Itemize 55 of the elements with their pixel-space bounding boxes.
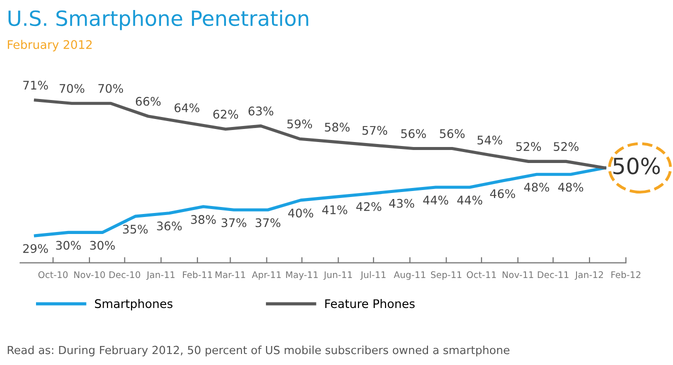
data-label: 29% bbox=[23, 244, 48, 253]
data-label: 44% bbox=[457, 196, 482, 205]
data-label: 42% bbox=[356, 202, 382, 212]
data-label: 46% bbox=[490, 189, 516, 198]
data-label: 59% bbox=[287, 119, 312, 128]
x-tick-label: May-11 bbox=[286, 271, 318, 280]
data-label: 41% bbox=[322, 205, 348, 214]
x-tick-label: Nov-11 bbox=[502, 271, 534, 278]
data-label: 38% bbox=[191, 215, 216, 224]
data-label: 64% bbox=[174, 103, 200, 112]
chart-subtitle: February 2012 bbox=[8, 40, 92, 52]
x-tick-label: Aug-11 bbox=[394, 271, 426, 280]
x-tick-label: Feb-12 bbox=[611, 271, 640, 278]
x-tick-label: Apr-11 bbox=[252, 271, 281, 280]
data-label: 62% bbox=[213, 110, 238, 119]
data-label: 37% bbox=[222, 218, 246, 228]
x-tick-label: Feb-11 bbox=[182, 271, 212, 278]
data-label: 66% bbox=[136, 96, 161, 106]
text: Read as: During February 2012, 50 percent of US mobile subscribers owned a smartphone bbox=[8, 346, 510, 356]
data-label: 30% bbox=[56, 240, 81, 250]
x-tick-label: Dec-10 bbox=[109, 271, 140, 278]
data-label: 63% bbox=[248, 106, 274, 116]
chart-title: U.S. Smartphone Penetration bbox=[8, 10, 308, 30]
legend-label: Feature Phones bbox=[325, 298, 415, 308]
data-label: 30% bbox=[90, 240, 115, 250]
data-label: 50% bbox=[613, 158, 660, 174]
data-label: 48% bbox=[558, 182, 584, 192]
data-label: 36% bbox=[157, 221, 182, 230]
data-label: 52% bbox=[554, 142, 578, 151]
data-label: 44% bbox=[423, 196, 448, 205]
x-tick-label: Jun-11 bbox=[323, 271, 352, 280]
x-tick-label: Oct-10 bbox=[38, 271, 68, 278]
data-label: 48% bbox=[524, 182, 550, 192]
data-label: 54% bbox=[478, 136, 502, 145]
x-tick-label: Dec-11 bbox=[538, 271, 568, 278]
x-tick-label: Sep-11 bbox=[431, 271, 462, 280]
legend-label: Smartphones bbox=[94, 298, 172, 310]
data-label: 37% bbox=[256, 218, 280, 228]
x-tick-label: Nov-10 bbox=[74, 271, 105, 278]
data-label: 57% bbox=[362, 126, 388, 135]
x-tick-label: Jan-12 bbox=[574, 271, 603, 280]
data-label: 43% bbox=[389, 198, 414, 208]
data-label: 35% bbox=[123, 224, 148, 234]
data-label: 56% bbox=[440, 129, 465, 138]
data-label: 58% bbox=[324, 122, 350, 132]
data-label: 52% bbox=[516, 142, 541, 151]
data-label: 56% bbox=[401, 129, 426, 138]
x-tick-label: Jul-11 bbox=[360, 271, 386, 280]
data-label: 70% bbox=[98, 84, 124, 93]
data-label: 40% bbox=[288, 208, 314, 218]
x-tick-label: Mar-11 bbox=[216, 271, 246, 278]
x-tick-label: Jan-11 bbox=[146, 271, 175, 280]
data-label: 71% bbox=[23, 80, 48, 90]
data-label: 70% bbox=[60, 84, 84, 93]
x-tick-label: Oct-11 bbox=[466, 271, 496, 278]
